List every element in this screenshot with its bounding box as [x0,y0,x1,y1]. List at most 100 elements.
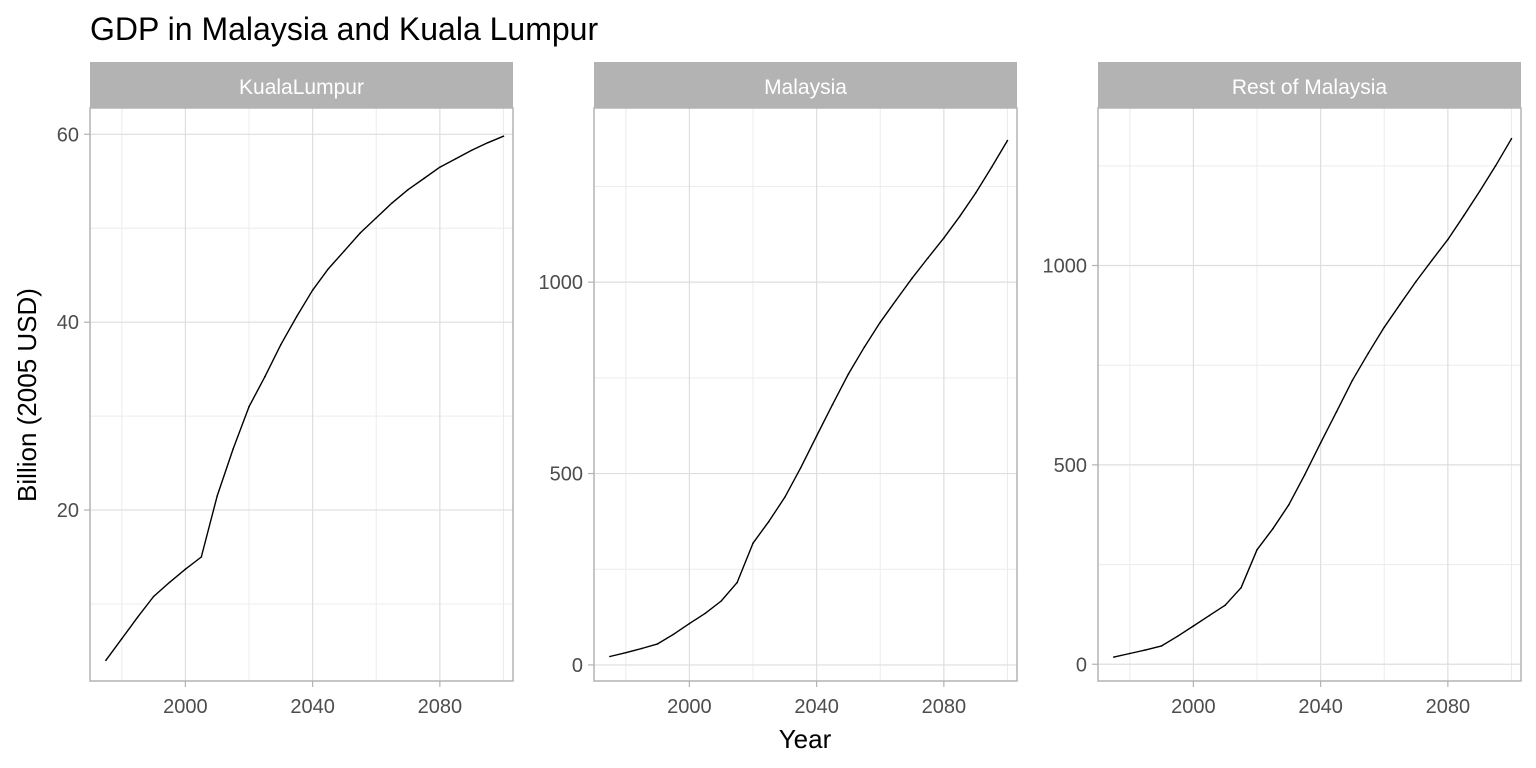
data-point [1335,411,1338,413]
facet-strip-label: KualaLumpur [239,76,364,99]
facet-strip [90,62,513,108]
data-point [831,403,834,406]
data-point [656,643,659,645]
data-point [1176,635,1179,638]
data-point [1240,586,1242,589]
data-point [1351,379,1354,382]
data-point [1272,527,1274,530]
panel-border [593,107,1018,682]
facet-panel: Malaysia 2000 2040 2080 0 500 1000 [539,62,1018,718]
data-point [1319,442,1322,444]
data-point [879,321,882,324]
y-tick-label: 1000 [1043,256,1088,278]
data-point [1303,474,1306,476]
facet-strip-label: Malaysia [764,76,847,99]
series-line [105,135,504,661]
data-point [502,135,505,137]
y-tick-label: 40 [57,312,79,334]
data-point [1510,137,1513,140]
data-point [327,267,330,270]
data-point [343,249,346,252]
data-point [752,542,754,545]
data-point [895,299,897,301]
data-point [1208,614,1211,617]
data-point [375,217,378,219]
data-point [720,600,723,602]
facet-strip [594,62,1017,108]
series-line [609,140,1009,658]
data-point [1447,238,1449,241]
data-point [280,343,282,346]
data-point [863,346,866,349]
y-tick-label: 60 [57,124,79,146]
x-tick-label: 2080 [922,696,967,718]
data-point [486,141,489,144]
facet-strip-label: Rest of Malaysia [1232,76,1388,99]
y-tick-label: 20 [57,500,79,522]
data-point [688,622,691,625]
data-point [1006,139,1009,142]
data-point [232,448,234,450]
data-point [911,277,913,280]
data-point [1288,503,1290,506]
data-point [184,568,187,571]
data-point [974,192,977,194]
x-tick-label: 2040 [794,696,839,718]
data-point [1415,280,1417,283]
data-point [1113,656,1115,658]
data-point [1462,214,1465,217]
data-point [359,232,362,234]
data-point [248,405,250,408]
chart-title: GDP in Malaysia and Kuala Lumpur [90,11,598,47]
data-point [200,556,203,558]
x-tick-label: 2000 [163,696,208,718]
panel-border [1097,107,1522,682]
data-point [1399,303,1401,305]
y-tick-label: 1000 [539,272,584,294]
data-point [943,237,945,239]
data-point [847,373,850,375]
x-tick-label: 2000 [667,696,712,718]
data-point [264,375,266,378]
data-point [1367,352,1370,355]
data-point [1494,165,1497,167]
data-point [815,435,818,437]
y-tick-label: 500 [550,464,583,486]
y-tick-label: 0 [572,655,583,677]
data-point [136,616,139,618]
x-tick-label: 2080 [1426,696,1471,718]
data-point [105,659,107,662]
data-point [391,202,393,204]
data-point [407,188,409,191]
x-tick-label: 2040 [1298,696,1343,718]
x-tick-label: 2000 [1171,696,1216,718]
data-point [1160,645,1163,647]
data-point [1431,259,1433,262]
data-point [768,520,770,523]
data-point [1129,652,1131,655]
data-point [784,496,786,499]
panel-border [89,107,514,682]
series-line [1113,138,1513,658]
y-axis-title: Billion (2005 USD) [12,288,42,502]
facet-strip [1098,62,1521,108]
data-point [470,149,473,152]
x-tick-label: 2080 [418,696,463,718]
data-point [311,289,314,292]
data-point [216,495,219,497]
data-point [295,315,298,318]
data-point [423,177,425,180]
data-point [799,466,802,469]
data-point [121,637,123,640]
y-tick-label: 500 [1054,455,1087,477]
x-tick-label: 2040 [290,696,335,718]
data-point [152,595,155,598]
data-point [736,581,738,584]
data-point [958,215,961,218]
facet-panel: Rest of Malaysia 2000 2040 2080 0 500 1000 [1043,62,1522,718]
data-point [1144,649,1147,651]
data-point [609,655,611,658]
